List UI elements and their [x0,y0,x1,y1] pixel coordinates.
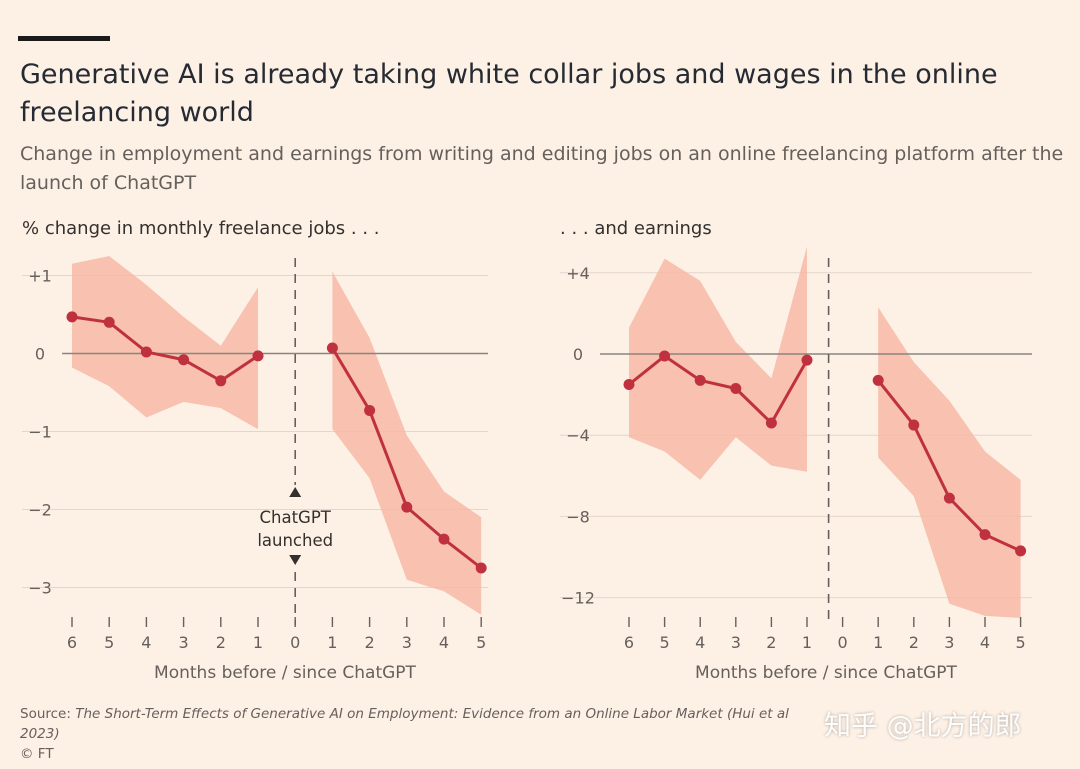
earnings-x-tick-label: 1 [873,633,883,652]
top-rule [18,36,110,41]
earnings-data-point [694,374,706,386]
earnings-data-point [1015,545,1027,557]
jobs-x-tick-label: 4 [141,633,151,652]
earnings-data-point [623,378,635,390]
jobs-x-tick-label: 2 [216,633,226,652]
jobs-x-tick-label: 0 [290,633,300,652]
earnings-data-point [979,529,991,541]
jobs-y-tick-label: −2 [28,501,52,520]
earnings-data-point [908,419,920,431]
jobs-x-axis-title: Months before / since ChatGPT [154,663,417,683]
jobs-data-point [438,533,450,545]
earnings-x-tick-label: 6 [624,633,634,652]
jobs-data-point [178,354,190,366]
watermark: 知乎 @北方的郎 [824,711,1022,742]
earnings-panel: +4 0 −4 −8 −12 6 5 4 3 2 1 0 1 2 3 4 5 Months before / si… [560,246,1032,683]
chart-title: Generative AI is already taking white co… [20,59,998,128]
panel-title-earnings: . . . and earnings [560,218,712,239]
jobs-x-tick-label: 6 [67,633,77,652]
earnings-x-tick-label: 4 [980,633,990,652]
jobs-data-point [66,311,78,323]
up-arrow-icon [289,487,302,497]
earnings-data-point [943,492,955,504]
annotation-line-2: launched [257,531,333,550]
jobs-x-tick-label: 1 [327,633,337,652]
jobs-x-tick-label: 5 [104,633,114,652]
jobs-x-tick-label: 2 [365,633,375,652]
jobs-data-point [364,404,376,416]
earnings-x-axis-title: Months before / since ChatGPT [695,663,958,683]
source-title: The Short-Term Effects of Generative AI … [20,706,789,742]
jobs-panel: +1 0 −1 −2 −3 ChatGPT launched 6 5 4 3 2 1 0 1 2 3 4 5 Mont… [22,256,488,683]
earnings-y-tick-label: −4 [566,426,590,445]
earnings-y-tick-label: −8 [566,507,590,526]
source-note: Source: The Short-Term Effects of Genera… [20,704,820,764]
earnings-y-tick-label: 0 [573,345,583,364]
jobs-x-tick-label: 3 [179,633,189,652]
earnings-data-point [730,383,742,395]
earnings-data-point [659,350,671,362]
panel-title-jobs: % change in monthly freelance jobs . . . [22,218,380,239]
jobs-data-point [103,316,115,328]
annotation-line-1: ChatGPT [260,508,332,527]
jobs-y-tick-label: 0 [35,345,45,364]
earnings-series-line-before [628,354,809,425]
jobs-y-tick-label: −3 [28,579,52,598]
jobs-y-tick-label: −1 [28,423,52,442]
jobs-x-tick-label: 4 [439,633,449,652]
earnings-y-tick-label: −12 [561,589,595,608]
earnings-confidence-band-after [878,307,1021,618]
chart-canvas: +1 0 −1 −2 −3 ChatGPT launched 6 5 4 3 2 1 0 1 2 3 4 5 Mont… [22,246,1032,683]
down-arrow-icon [289,555,302,565]
earnings-confidence-band-before [629,246,807,480]
earnings-x-tick-label: 5 [660,633,670,652]
jobs-confidence-band-before [72,256,258,430]
jobs-data-point [140,346,152,358]
jobs-x-tick-label: 5 [476,633,486,652]
earnings-data-point [765,417,777,429]
jobs-data-point [215,375,227,387]
earnings-x-tick-label: 4 [695,633,705,652]
jobs-data-point [401,501,413,513]
jobs-data-point [252,350,264,362]
jobs-y-tick-label: +1 [28,267,52,286]
jobs-confidence-band-after [332,271,482,615]
jobs-data-point [475,562,487,574]
earnings-data-point [872,374,884,386]
earnings-data-point [801,354,813,366]
earnings-x-tick-label: 2 [766,633,776,652]
jobs-x-tick-label: 1 [253,633,263,652]
chart-subtitle: Change in employment and earnings from w… [20,143,1064,194]
earnings-x-tick-label: 3 [731,633,741,652]
earnings-y-tick-label: +4 [566,264,590,283]
source-prefix: Source: [20,706,76,722]
earnings-x-tick-label: 2 [909,633,919,652]
jobs-series-line-before [71,315,259,383]
earnings-x-tick-label: 1 [802,633,812,652]
copyright: © FT [20,746,54,762]
earnings-x-tick-label: 5 [1016,633,1026,652]
earnings-x-tick-label: 3 [944,633,954,652]
jobs-data-point [326,342,338,354]
earnings-x-tick-label: 0 [838,633,848,652]
jobs-x-tick-label: 3 [402,633,412,652]
